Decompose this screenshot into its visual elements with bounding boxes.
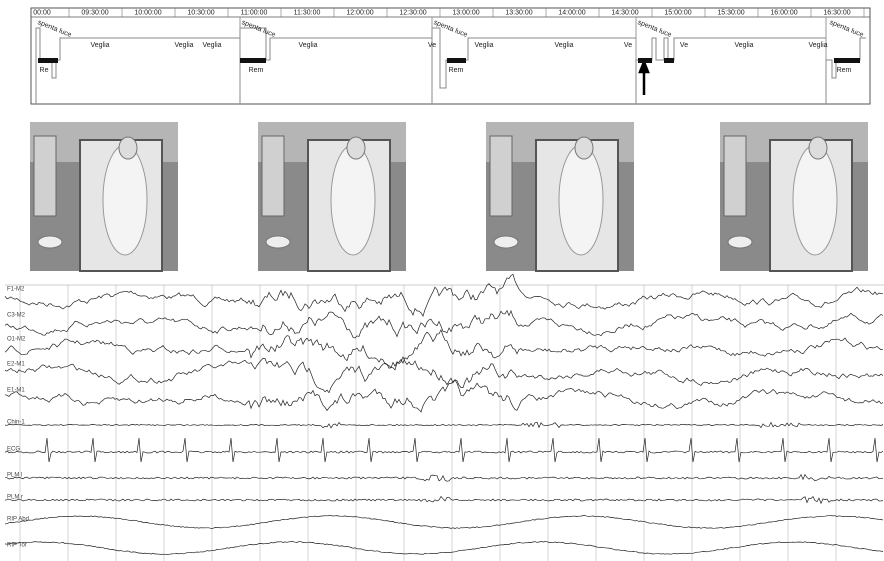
stage-label: Veglia: [734, 42, 753, 49]
stage-label: Veglia: [554, 42, 573, 49]
rem-bar: [240, 58, 266, 63]
channel-label: RIP Tor: [7, 543, 27, 549]
time-label: 15:00:00: [664, 9, 691, 16]
time-label: 10:00:00: [134, 9, 161, 16]
psg-trace: [5, 475, 883, 482]
time-label: 14:30:00: [611, 9, 638, 16]
time-label: 13:00:00: [452, 9, 479, 16]
psg-trace: [5, 380, 883, 412]
figure: 00:00 09:30:00 10:00:00 10:30:00 11:00:00 11:…: [0, 0, 884, 561]
time-label: 11:00:00: [241, 9, 268, 16]
stage-label: Veglia: [474, 42, 493, 49]
psg-trace: [5, 357, 883, 393]
channel-label: E1-M1: [7, 388, 25, 394]
time-label: 16:00:00: [770, 9, 797, 16]
photo: [258, 122, 406, 271]
stage-label: Re: [40, 67, 49, 74]
channel-label: PLM r: [7, 495, 23, 501]
shoes: [266, 236, 290, 248]
stage-label: Rem: [249, 67, 264, 74]
monitor: [490, 136, 512, 216]
stage-label: Rem: [837, 67, 852, 74]
stage-label: Ve: [428, 42, 436, 49]
person: [559, 145, 603, 255]
stage-label: Rem: [449, 67, 464, 74]
rem-bar: [834, 58, 860, 63]
channel-label: ECG: [7, 447, 20, 453]
person: [331, 145, 375, 255]
channel-label: PLM l: [7, 473, 22, 479]
channel-label: Chin-1: [7, 420, 25, 426]
photo: [30, 122, 178, 271]
hypnogram-frame: [31, 8, 870, 104]
rem-bar: [447, 58, 466, 63]
stage-label: Veglia: [298, 42, 317, 49]
head: [575, 137, 593, 159]
psg-trace: [5, 516, 883, 529]
psg-trace: [5, 422, 883, 428]
rem-bar: [38, 58, 58, 63]
head: [809, 137, 827, 159]
person: [793, 145, 837, 255]
stage-label: Ve: [624, 42, 632, 49]
shoes: [38, 236, 62, 248]
psg-trace: [5, 497, 883, 504]
head: [347, 137, 365, 159]
monitor: [34, 136, 56, 216]
time-label: 11:30:00: [294, 9, 321, 16]
time-label: 09:30:00: [81, 9, 108, 16]
psg-trace: [5, 542, 883, 555]
time-label: 16:30:00: [823, 9, 850, 16]
time-label: 12:30:00: [399, 9, 426, 16]
rem-bar: [664, 58, 674, 63]
time-label: 13:30:00: [505, 9, 532, 16]
shoes: [494, 236, 518, 248]
stage-label: Veglia: [174, 42, 193, 49]
rem-bar: [638, 58, 652, 63]
time-label: 15:30:00: [717, 9, 744, 16]
monitor: [262, 136, 284, 216]
channel-label: C3-M2: [7, 313, 26, 319]
stage-label: Ve: [680, 42, 688, 49]
channel-label: E2-M1: [7, 362, 25, 368]
channel-label: F1-M2: [7, 287, 25, 293]
page: {"hypnogram": { "time_labels": ["00:00",…: [0, 0, 884, 561]
psg-trace: [5, 311, 883, 338]
photo: [486, 122, 634, 271]
channel-label: RIP Abd: [7, 517, 29, 523]
psg-trace: [5, 438, 883, 462]
shoes: [728, 236, 752, 248]
stage-label: Veglia: [808, 42, 827, 49]
person: [103, 145, 147, 255]
stage-label: Veglia: [202, 42, 221, 49]
psg-trace: [5, 274, 883, 316]
time-label: 14:00:00: [558, 9, 585, 16]
time-label: 00:00: [33, 9, 51, 16]
psg-trace: [5, 330, 883, 370]
photo: [720, 122, 868, 271]
time-label: 10:30:00: [187, 9, 214, 16]
time-label: 12:00:00: [346, 9, 373, 16]
stage-label: Veglia: [90, 42, 109, 49]
head: [119, 137, 137, 159]
channel-label: O1-M2: [7, 337, 26, 343]
monitor: [724, 136, 746, 216]
